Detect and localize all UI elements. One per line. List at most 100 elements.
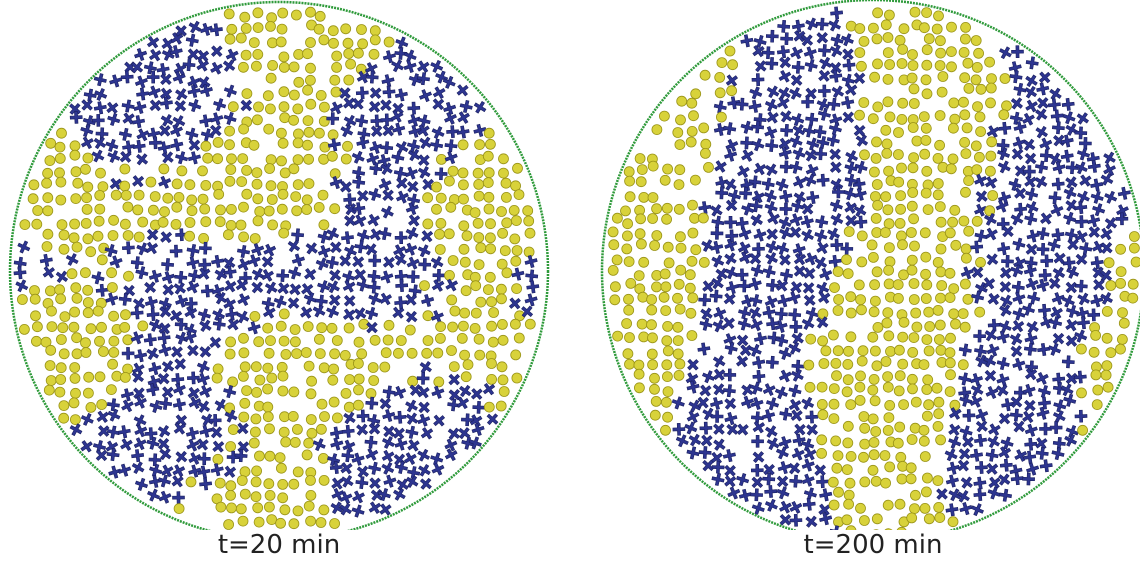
blue-particle <box>171 70 187 86</box>
blue-particle <box>1048 191 1061 204</box>
blue-particle <box>1048 98 1061 111</box>
yellow-particle <box>1118 308 1128 318</box>
blue-particle <box>1021 397 1038 414</box>
blue-particle <box>524 292 539 307</box>
blue-particle <box>788 383 803 398</box>
yellow-particle <box>44 385 54 395</box>
yellow-particle <box>960 137 970 147</box>
blue-particle <box>736 269 748 281</box>
yellow-particle <box>937 87 947 97</box>
blue-particle <box>1036 447 1049 460</box>
blue-particle <box>117 148 134 165</box>
yellow-particle <box>56 363 66 373</box>
yellow-particle <box>487 374 497 384</box>
yellow-particle <box>304 154 314 164</box>
blue-particle <box>1024 276 1040 292</box>
blue-particle <box>405 425 419 439</box>
yellow-particle <box>896 204 906 214</box>
blue-particle <box>1033 106 1050 123</box>
blue-particle <box>172 356 189 373</box>
yellow-particle <box>946 164 956 174</box>
yellow-particle <box>936 435 946 445</box>
yellow-particle <box>857 257 867 267</box>
yellow-particle <box>700 148 710 158</box>
yellow-particle <box>83 182 93 192</box>
yellow-particle <box>213 364 223 374</box>
blue-particle <box>356 86 369 99</box>
yellow-particle <box>444 229 454 239</box>
yellow-particle <box>329 397 339 407</box>
yellow-particle <box>884 331 894 341</box>
yellow-particle <box>292 206 302 216</box>
blue-particle <box>133 47 148 62</box>
yellow-particle <box>487 359 497 369</box>
blue-particle <box>380 254 397 271</box>
blue-particle <box>157 489 173 505</box>
blue-particle <box>446 371 463 388</box>
blue-particle <box>121 99 135 113</box>
blue-particle <box>525 269 538 282</box>
blue-particle <box>187 372 200 385</box>
blue-particle <box>1024 212 1039 227</box>
yellow-particle <box>659 292 669 302</box>
yellow-particle <box>873 102 883 112</box>
blue-particle <box>170 245 182 257</box>
yellow-particle <box>924 400 934 410</box>
blue-particle <box>418 258 430 270</box>
yellow-particle <box>623 219 633 229</box>
blue-particle <box>752 73 764 85</box>
blue-particle <box>748 99 762 113</box>
yellow-particle <box>236 504 246 514</box>
yellow-particle <box>873 322 883 332</box>
blue-particle <box>722 462 739 479</box>
blue-particle <box>765 57 778 70</box>
blue-particle <box>787 85 803 101</box>
blue-particle <box>316 279 331 294</box>
yellow-particle <box>883 425 893 435</box>
yellow-particle <box>868 465 878 475</box>
blue-particle <box>699 237 715 253</box>
yellow-particle <box>281 349 291 359</box>
yellow-particle <box>988 191 998 201</box>
yellow-particle <box>281 437 291 447</box>
yellow-particle <box>294 77 304 87</box>
yellow-particle <box>67 269 77 279</box>
yellow-particle <box>985 57 995 67</box>
blue-particle <box>402 450 418 466</box>
yellow-particle <box>319 363 329 373</box>
yellow-particle <box>405 325 415 335</box>
blue-particle <box>1023 263 1038 278</box>
yellow-particle <box>423 219 433 229</box>
yellow-particle <box>884 243 894 253</box>
blue-particle <box>790 446 806 462</box>
yellow-particle <box>236 220 246 230</box>
blue-particle <box>748 85 764 101</box>
blue-particle <box>752 355 766 369</box>
yellow-particle <box>383 335 393 345</box>
yellow-particle <box>254 451 264 461</box>
yellow-particle <box>1117 334 1127 344</box>
blue-particle <box>996 356 1011 371</box>
blue-particle <box>484 411 501 428</box>
yellow-particle <box>870 72 880 82</box>
blue-particle <box>121 71 134 84</box>
yellow-particle <box>370 35 380 45</box>
yellow-particle <box>266 336 276 346</box>
yellow-particle <box>661 425 671 435</box>
yellow-particle <box>81 164 91 174</box>
yellow-particle <box>459 244 469 254</box>
yellow-particle <box>870 280 880 290</box>
yellow-particle <box>458 321 468 331</box>
yellow-particle <box>895 35 905 45</box>
yellow-particle <box>936 293 946 303</box>
yellow-particle <box>962 123 972 133</box>
yellow-particle <box>422 348 432 358</box>
yellow-particle <box>909 84 919 94</box>
blue-particle <box>956 445 973 462</box>
yellow-particle <box>986 151 996 161</box>
yellow-particle <box>880 451 890 461</box>
blue-particle <box>762 264 777 279</box>
blue-particle <box>174 150 189 165</box>
blue-particle <box>1034 160 1048 174</box>
yellow-particle <box>59 244 69 254</box>
